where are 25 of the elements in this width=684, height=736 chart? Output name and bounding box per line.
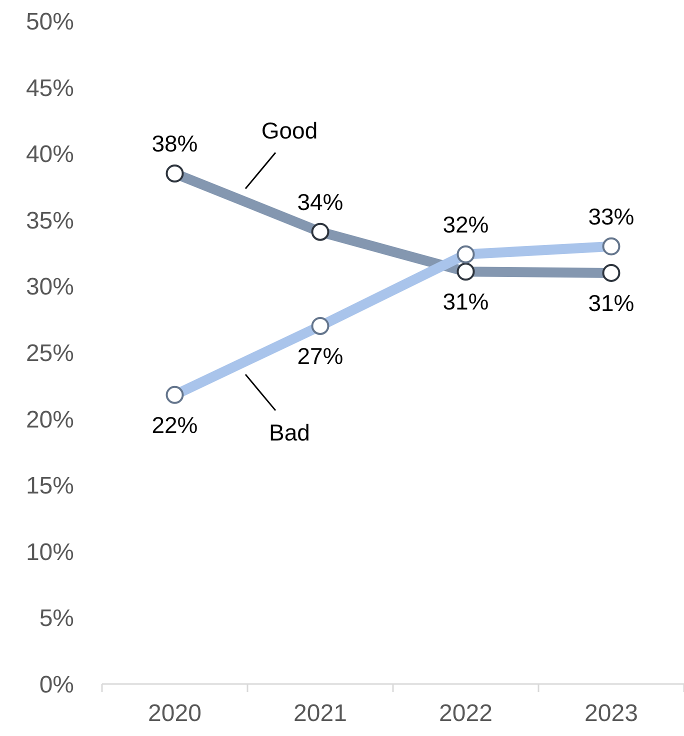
y-tick-label: 10%	[26, 538, 74, 566]
y-tick-label: 40%	[26, 141, 74, 168]
y-tick-label: 45%	[26, 74, 74, 102]
y-tick-label: 20%	[26, 406, 74, 434]
y-tick-label: 15%	[26, 472, 74, 500]
y-tick-label: 35%	[26, 207, 74, 234]
data-label: 22%	[152, 412, 198, 438]
x-tick-label: 2021	[294, 700, 347, 728]
x-tick-label: 2023	[584, 700, 638, 728]
x-tick-label: 2022	[439, 700, 492, 728]
x-tick-label: 2020	[148, 700, 202, 728]
data-label: 32%	[442, 211, 489, 238]
data-label: 31%	[588, 290, 634, 316]
data-label: 31%	[442, 288, 489, 315]
text: Good	[261, 118, 318, 144]
y-tick-label: 30%	[26, 274, 74, 301]
data-label: 27%	[297, 342, 344, 369]
text: Bad	[269, 419, 310, 446]
y-tick-label: 25%	[26, 340, 74, 368]
y-tick-label: 0%	[39, 672, 74, 699]
y-tick-label: 5%	[39, 605, 74, 632]
data-label: 38%	[152, 130, 198, 156]
data-label: 33%	[588, 203, 634, 230]
y-tick-label: 50%	[26, 8, 74, 36]
data-label: 34%	[297, 188, 344, 215]
